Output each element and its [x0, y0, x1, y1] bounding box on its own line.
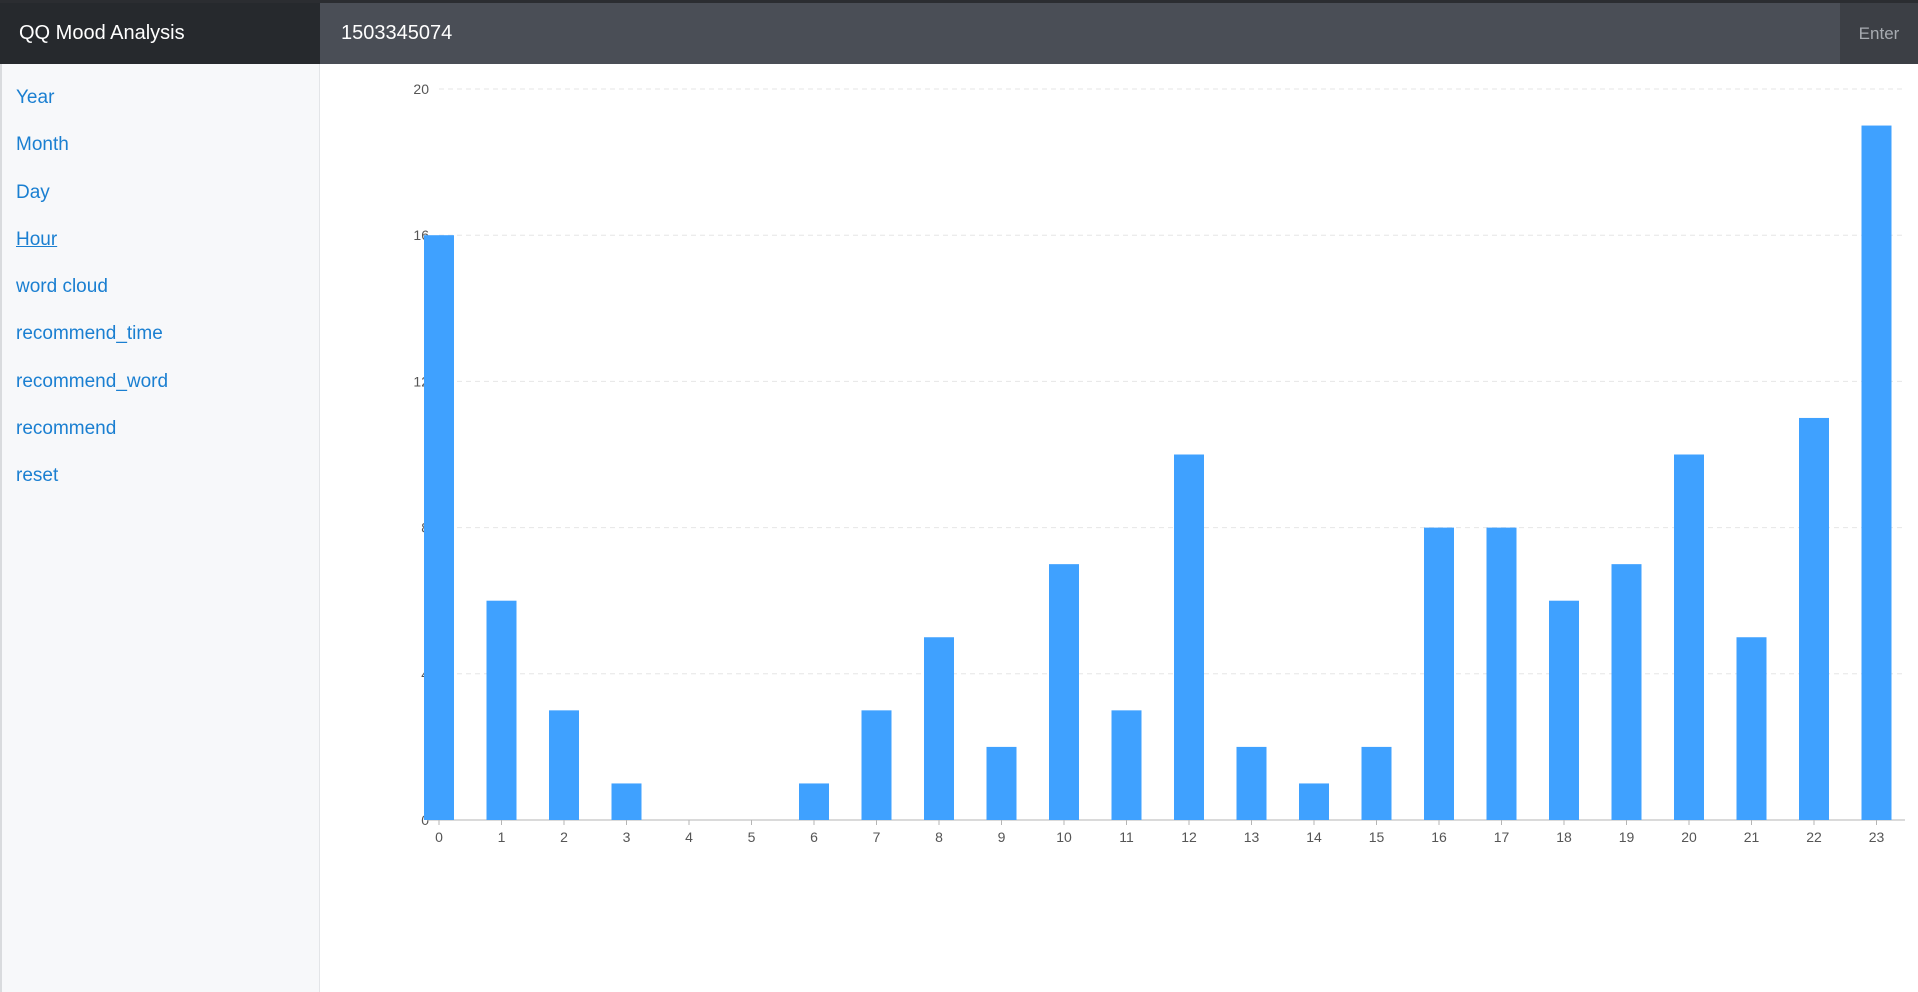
bar [1549, 600, 1579, 820]
bar [486, 600, 517, 820]
x-tick-label: 9 [998, 829, 1006, 845]
qq-number-input[interactable] [320, 3, 1840, 64]
x-tick-label: 10 [1056, 829, 1072, 845]
bar [1174, 454, 1204, 820]
sidebar-item-recommend-time[interactable]: recommend_time [16, 323, 163, 345]
x-tick-label: 23 [1869, 829, 1885, 845]
bar [861, 710, 892, 820]
bar [1486, 527, 1517, 820]
bar [1736, 637, 1767, 820]
x-tick-label: 0 [435, 829, 443, 845]
bar [1861, 125, 1892, 821]
sidebar-item-day[interactable]: Day [16, 181, 50, 203]
x-tick-label: 22 [1806, 829, 1822, 845]
sidebar-item-hour[interactable]: Hour [16, 228, 58, 250]
sidebar-item-recommend-word[interactable]: recommend_word [16, 370, 169, 392]
x-tick-label: 20 [1681, 829, 1697, 845]
enter-button[interactable]: Enter [1840, 3, 1918, 64]
hour-bar-chart: 0481216200123456789101112131415161718192… [321, 64, 1918, 992]
y-tick-label: 20 [413, 81, 429, 97]
bar [1111, 710, 1142, 820]
sidebar: Year Month Day Hour word cloud recommend_time… [0, 64, 320, 992]
sidebar-item-year[interactable]: Year [16, 87, 55, 108]
x-tick-label: 4 [685, 829, 693, 845]
x-tick-label: 18 [1556, 829, 1572, 845]
bar [1674, 454, 1704, 820]
x-tick-label: 12 [1181, 829, 1197, 845]
bar [1049, 564, 1079, 820]
x-tick-label: 19 [1619, 829, 1635, 845]
bar [924, 637, 954, 820]
bar [1236, 746, 1267, 820]
x-tick-label: 15 [1369, 829, 1385, 845]
bar [1361, 746, 1392, 820]
sidebar-nav: Year Month Day Hour word cloud recommend_time… [2, 64, 319, 506]
x-tick-label: 14 [1306, 829, 1322, 845]
sidebar-item-word-cloud[interactable]: word cloud [16, 276, 108, 298]
x-tick-label: 21 [1744, 829, 1760, 845]
x-tick-label: 13 [1244, 829, 1260, 845]
bar [1799, 417, 1829, 820]
sidebar-item-recommend[interactable]: recommend [16, 418, 117, 440]
x-tick-label: 2 [560, 829, 568, 845]
x-tick-label: 17 [1494, 829, 1510, 845]
sidebar-item-month[interactable]: Month [16, 134, 69, 156]
bar [986, 746, 1017, 820]
bar [799, 783, 829, 820]
bar [1299, 783, 1329, 820]
bar [611, 783, 642, 820]
chart-svg: 0481216200123456789101112131415161718192… [413, 81, 1905, 845]
sidebar-item-reset[interactable]: reset [16, 465, 59, 487]
x-tick-label: 1 [498, 829, 506, 845]
x-tick-label: 5 [748, 829, 756, 845]
bar [1424, 527, 1454, 820]
x-tick-label: 11 [1119, 829, 1134, 845]
x-tick-label: 6 [810, 829, 818, 845]
x-tick-label: 3 [623, 829, 631, 845]
x-tick-label: 16 [1431, 829, 1447, 845]
bar [1611, 564, 1642, 820]
x-tick-label: 8 [935, 829, 943, 845]
top-navbar: QQ Mood Analysis Enter [0, 0, 1918, 64]
bar [549, 710, 579, 820]
bar [424, 235, 454, 820]
x-tick-label: 7 [873, 829, 881, 845]
app-brand[interactable]: QQ Mood Analysis [0, 3, 320, 64]
